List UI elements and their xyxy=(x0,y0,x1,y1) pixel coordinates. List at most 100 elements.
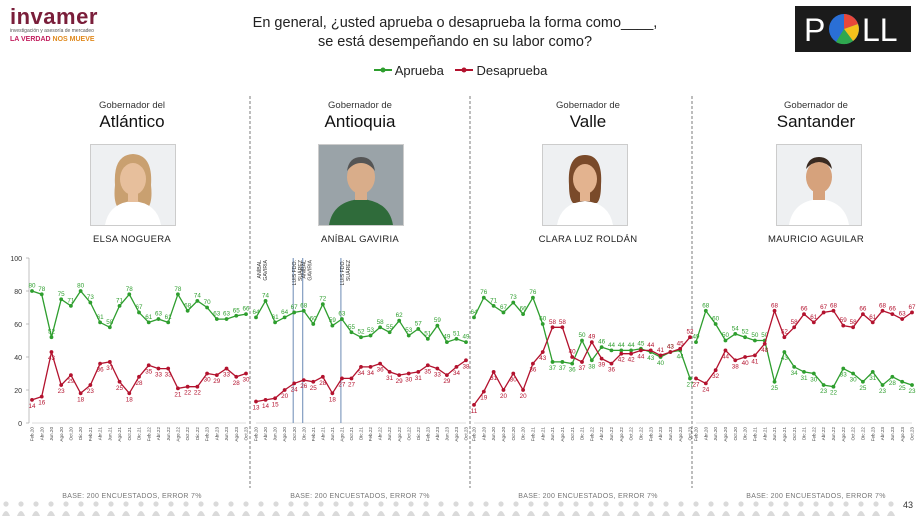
data-label: 23 xyxy=(908,388,916,395)
data-point-desaprueba xyxy=(69,373,73,378)
data-label: 30 xyxy=(850,377,858,384)
data-point-aprueba xyxy=(501,310,506,315)
y-tick-label: 60 xyxy=(14,322,22,329)
person-silhouette-icon xyxy=(752,501,760,516)
data-point-aprueba xyxy=(733,332,738,336)
data-label: 42 xyxy=(628,357,636,364)
data-point-aprueba xyxy=(205,305,209,310)
person-silhouette-icon xyxy=(587,501,595,516)
data-label: 40 xyxy=(657,360,665,367)
data-point-aprueba xyxy=(59,297,64,302)
data-point-aprueba xyxy=(472,315,476,320)
x-tick-label: Ago.22 xyxy=(619,427,624,442)
data-point-desaprueba xyxy=(282,388,287,392)
data-point-aprueba xyxy=(454,336,459,341)
person-silhouette-icon xyxy=(527,501,535,516)
data-point-aprueba xyxy=(841,366,846,371)
data-label: 36 xyxy=(377,367,385,374)
data-label: 43 xyxy=(667,344,675,351)
legend-line-desaprueba-icon xyxy=(455,67,474,73)
x-tick-label: Jun.23 xyxy=(445,427,450,441)
x-tick-label: Jun.20 xyxy=(273,427,278,441)
data-point-desaprueba xyxy=(910,310,914,315)
data-label: 35 xyxy=(424,368,432,375)
data-point-desaprueba xyxy=(782,335,787,340)
person-silhouette-icon xyxy=(887,501,895,516)
person-silhouette-icon xyxy=(452,501,460,516)
panel-department: Antioquia xyxy=(324,112,396,131)
data-label: 23 xyxy=(87,388,95,395)
data-label: 60 xyxy=(712,316,720,323)
data-label: 68 xyxy=(702,302,710,309)
x-tick-label: Feb.20 xyxy=(254,427,259,442)
data-point-desaprueba xyxy=(762,341,767,346)
data-label: 30 xyxy=(204,377,212,384)
data-point-desaprueba xyxy=(472,402,476,407)
data-label: 67 xyxy=(908,304,916,311)
person-silhouette-icon xyxy=(767,501,775,516)
logo-tagline-a: LA VERDAD xyxy=(10,36,51,43)
data-point-desaprueba xyxy=(107,360,112,364)
x-tick-label: Ago.23 xyxy=(678,427,683,442)
data-label: 36 xyxy=(569,367,577,374)
logo-tagline-b: NOS MUEVE xyxy=(52,36,95,43)
x-tick-label: Dic.22 xyxy=(861,427,866,440)
person-silhouette-icon xyxy=(407,501,415,516)
data-point-desaprueba xyxy=(416,369,421,374)
data-label: 31 xyxy=(869,375,877,382)
data-label: 54 xyxy=(732,325,740,332)
data-label: 44 xyxy=(618,342,626,349)
data-point-desaprueba xyxy=(802,312,806,316)
data-point-desaprueba xyxy=(166,366,171,371)
x-tick-label: Dic.20 xyxy=(521,427,526,440)
panel-department: Valle xyxy=(569,112,607,131)
person-silhouette-icon xyxy=(107,501,115,516)
data-label: 66 xyxy=(889,306,897,313)
data-point-aprueba xyxy=(688,376,692,381)
governor-name: ANÍBAL GAVIRIA xyxy=(320,234,400,245)
data-label: 46 xyxy=(598,339,606,346)
x-tick-label: Abr.22 xyxy=(821,427,826,441)
panel-role: Gobernador del xyxy=(98,100,166,111)
data-point-desaprueba xyxy=(900,317,905,321)
data-label: 29 xyxy=(67,378,75,385)
data-label: 62 xyxy=(396,312,404,319)
data-point-desaprueba xyxy=(292,381,297,386)
x-tick-label: Feb.22 xyxy=(146,427,151,442)
data-label: 38 xyxy=(588,363,596,370)
legend-item-desaprueba: Desaprueba xyxy=(455,63,547,78)
person-silhouette-icon xyxy=(722,501,730,516)
data-label: 63 xyxy=(223,311,231,318)
person-silhouette-icon xyxy=(242,501,250,516)
data-point-aprueba xyxy=(330,323,335,328)
data-label: 38 xyxy=(732,363,740,370)
data-point-desaprueba xyxy=(464,358,468,363)
data-point-desaprueba xyxy=(792,325,797,330)
data-label: 68 xyxy=(300,302,308,309)
data-point-desaprueba xyxy=(98,361,102,366)
data-label: 31 xyxy=(800,375,808,382)
x-tick-label: Abr.23 xyxy=(435,427,440,441)
data-label: 49 xyxy=(462,334,470,341)
data-label: 63 xyxy=(213,311,221,318)
person-silhouette-icon xyxy=(797,501,805,516)
data-label: 37 xyxy=(549,365,557,372)
pie-icon xyxy=(829,14,859,45)
data-point-desaprueba xyxy=(156,366,161,371)
poll-logo-graphic: P LL xyxy=(804,12,898,48)
data-point-desaprueba xyxy=(550,325,555,330)
data-point-aprueba xyxy=(880,383,885,387)
data-label: 41 xyxy=(751,358,759,365)
data-point-desaprueba xyxy=(445,373,449,378)
data-label: 68 xyxy=(879,302,887,309)
data-label: 25 xyxy=(859,385,867,392)
panel-department: Atlántico xyxy=(99,112,165,131)
person-silhouette-icon xyxy=(152,501,160,516)
data-label: 29 xyxy=(213,378,221,385)
data-point-desaprueba xyxy=(397,373,402,378)
data-point-aprueba xyxy=(320,302,325,307)
data-point-aprueba xyxy=(890,374,895,379)
data-label: 39 xyxy=(598,362,606,369)
data-point-desaprueba xyxy=(254,399,258,404)
data-label: 36 xyxy=(97,367,105,374)
